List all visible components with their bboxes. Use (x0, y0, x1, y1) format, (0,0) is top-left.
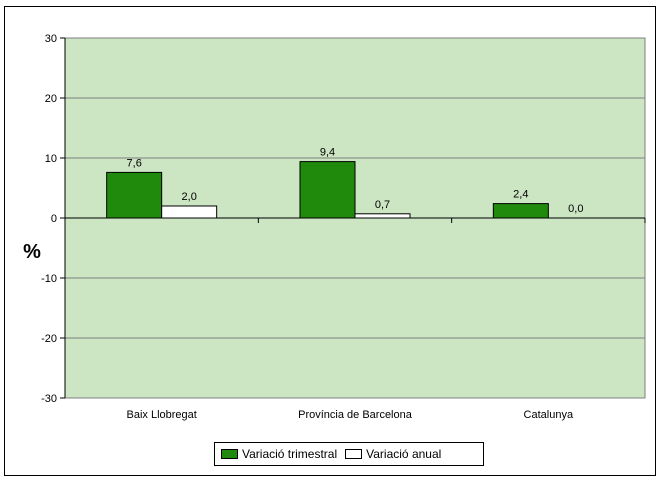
bar-trimestral (492, 203, 549, 219)
y-tick-label: 0 (51, 213, 57, 225)
data-label: 0,7 (375, 199, 390, 211)
x-tick-label: Catalunya (524, 409, 574, 421)
data-label: 2,4 (513, 189, 528, 201)
y-tick-label: 10 (45, 153, 57, 165)
y-tick-label: 30 (45, 33, 57, 45)
x-tick-label: Baix Llobregat (127, 409, 197, 421)
bar-anual (354, 213, 411, 219)
data-label: 7,6 (127, 157, 142, 169)
legend-swatch-trimestral (221, 449, 238, 459)
y-tick-label: -30 (41, 393, 57, 405)
y-tick-label: 20 (45, 93, 57, 105)
bar-trimestral (106, 171, 163, 219)
data-label: 0,0 (568, 203, 583, 215)
y-axis-label: % (23, 241, 41, 263)
data-label: 2,0 (182, 191, 197, 203)
legend-item-trimestral: Variació trimestral (221, 447, 337, 461)
legend-label-anual: Variació anual (366, 447, 442, 461)
bar-anual (161, 205, 218, 219)
y-tick-label: -20 (41, 333, 57, 345)
x-tick-label: Província de Barcelona (298, 409, 413, 421)
legend: Variació trimestral Variació anual (214, 442, 484, 466)
data-label: 9,4 (320, 147, 335, 159)
legend-item-anual: Variació anual (345, 447, 441, 461)
legend-label-trimestral: Variació trimestral (242, 447, 338, 461)
bar-trimestral (299, 161, 356, 219)
legend-swatch-anual (345, 449, 363, 459)
y-tick-label: -10 (41, 273, 57, 285)
